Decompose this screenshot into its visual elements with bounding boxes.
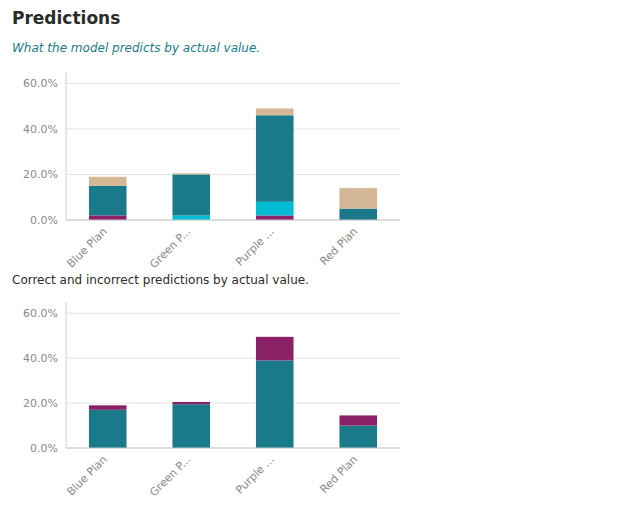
bar-segment — [339, 415, 377, 425]
y-tick-label: 40.0% — [23, 123, 58, 136]
bar-segment — [256, 108, 294, 115]
chart-subtitle: Correct and incorrect predictions by act… — [12, 273, 309, 287]
bar-segment — [339, 209, 377, 220]
bar-segment — [89, 186, 127, 216]
plot-1: 0.0% 20.0% 40.0% 60.0% Blue Plan Green P... Pu… — [23, 302, 400, 499]
bar-segment — [172, 402, 210, 404]
bar-segment — [256, 202, 294, 216]
x-tick-label: Red Plan — [317, 225, 360, 268]
x-tick-label: Green P... — [147, 225, 193, 271]
bar-segment — [256, 115, 294, 202]
chart-canvas: Predictions What the model predicts by ac… — [0, 0, 638, 525]
y-tick-label: 20.0% — [23, 168, 58, 181]
bar-segment — [339, 188, 377, 208]
x-tick-label: Blue Plan — [64, 453, 109, 498]
bar-segment — [172, 174, 210, 215]
bar-segment — [256, 360, 294, 448]
grid-line — [66, 174, 400, 175]
x-axis-line — [66, 448, 400, 449]
plot-0: 0.0% 20.0% 40.0% 60.0% Blue Plan Green P... Pu… — [23, 72, 400, 271]
bars — [89, 108, 377, 220]
x-tick-label: Purple ... — [233, 453, 277, 497]
bar-segment — [339, 426, 377, 448]
x-tick-label: Blue Plan — [64, 225, 109, 270]
grid-line — [66, 128, 400, 129]
bar-segment — [89, 410, 127, 448]
grid-line — [66, 313, 400, 314]
y-axis-line — [66, 72, 67, 220]
bar-segment — [256, 215, 294, 220]
bar-segment — [256, 337, 294, 361]
y-tick-label: 60.0% — [23, 307, 58, 320]
bar-segment — [172, 404, 210, 448]
bar-segment — [89, 215, 127, 220]
grid-line — [66, 403, 400, 404]
x-tick-label: Green P... — [147, 453, 193, 499]
y-tick-label: 0.0% — [30, 442, 58, 455]
bar-segment — [172, 215, 210, 220]
bar-segment — [89, 177, 127, 186]
y-tick-label: 0.0% — [30, 214, 58, 227]
grid-line — [66, 220, 400, 221]
y-tick-label: 40.0% — [23, 352, 58, 365]
x-tick-label: Red Plan — [317, 453, 360, 496]
bars — [89, 337, 377, 448]
y-tick-label: 60.0% — [23, 77, 58, 90]
y-tick-label: 20.0% — [23, 397, 58, 410]
grid-line — [66, 83, 400, 84]
x-tick-label: Purple ... — [233, 225, 277, 269]
chart-subtitle: What the model predicts by actual value. — [12, 41, 260, 55]
bar-segment — [172, 173, 210, 174]
x-axis-line — [66, 220, 400, 221]
y-axis-line — [66, 302, 67, 448]
grid-line — [66, 358, 400, 359]
bar-segment — [89, 405, 127, 409]
chart-title: Predictions — [12, 8, 120, 28]
grid-line — [66, 448, 400, 449]
